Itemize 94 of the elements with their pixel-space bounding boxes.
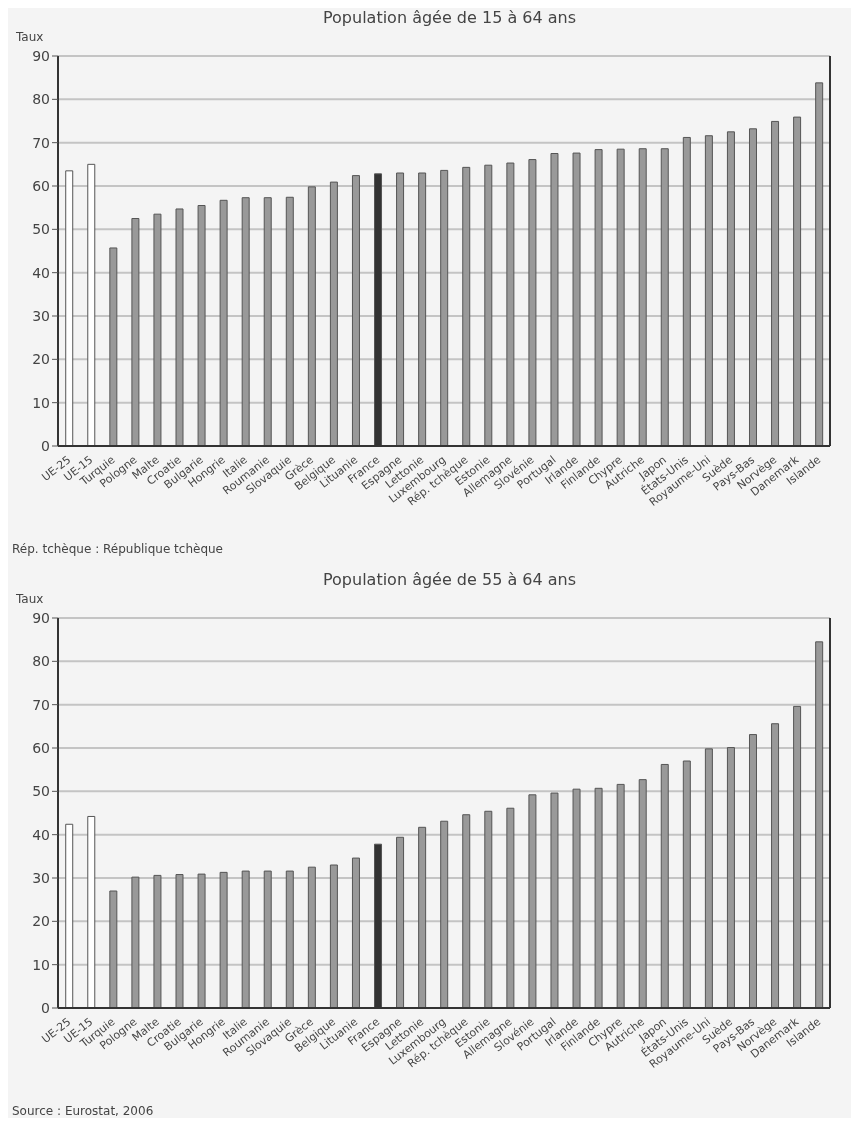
bar [748, 128, 757, 446]
bar [418, 172, 427, 446]
bar [748, 734, 757, 1008]
source-note: Source : Eurostat, 2006 [11, 1104, 155, 1118]
chart-title: Population âgée de 15 à 64 ans [322, 8, 577, 29]
bar [307, 866, 316, 1008]
bar [484, 810, 493, 1008]
y-tick-label: 90 [32, 47, 50, 64]
bar [793, 705, 802, 1008]
bar [506, 162, 515, 446]
bar [396, 836, 405, 1008]
bar [153, 874, 162, 1008]
y-tick-label: 50 [32, 221, 50, 238]
y-tick-label: 70 [32, 134, 50, 151]
text: Rép. tchèque : République tchèque [11, 542, 224, 556]
bar [815, 82, 824, 446]
y-tick-label: 0 [41, 999, 50, 1016]
bar [660, 148, 669, 446]
bar [528, 794, 537, 1008]
bar [528, 159, 537, 446]
bar [638, 779, 647, 1008]
bar [65, 823, 74, 1008]
y-tick-label: 0 [41, 437, 50, 454]
y-tick-label: 90 [32, 609, 50, 626]
bar [241, 870, 250, 1008]
bar [440, 820, 449, 1008]
y-tick-label: 80 [32, 91, 50, 108]
bar [682, 760, 691, 1008]
y-tick-label: 60 [32, 177, 50, 194]
bar [726, 747, 735, 1008]
bar [219, 199, 228, 446]
bar [153, 213, 162, 446]
y-tick-label: 60 [32, 739, 50, 756]
y-tick-label: 10 [32, 956, 50, 973]
bar [616, 783, 625, 1008]
bar [329, 864, 338, 1008]
bar [771, 120, 780, 446]
bar [351, 857, 360, 1008]
y-tick-label: 50 [32, 783, 50, 800]
bar [329, 181, 338, 446]
bar [241, 197, 250, 446]
bar [197, 205, 206, 446]
y-axis-title: Taux [15, 592, 45, 608]
y-tick-label: 70 [32, 696, 50, 713]
bar [87, 815, 96, 1008]
bar [109, 247, 118, 446]
bar [131, 876, 140, 1008]
y-tick-label: 40 [32, 264, 50, 281]
bar [550, 792, 559, 1008]
bar [175, 208, 184, 446]
bar [418, 826, 427, 1008]
bar [704, 748, 713, 1008]
y-tick-label: 10 [32, 394, 50, 411]
bar [396, 172, 405, 446]
bar [726, 131, 735, 446]
bar [616, 148, 625, 446]
bar [771, 723, 780, 1008]
bar [594, 149, 603, 446]
bar [197, 873, 206, 1008]
bar [263, 870, 272, 1008]
bar [484, 164, 493, 446]
bar [87, 163, 96, 446]
bar [285, 196, 294, 446]
bar [351, 175, 360, 446]
bar [704, 135, 713, 446]
bar [815, 641, 824, 1008]
bar [285, 870, 294, 1008]
bar [219, 871, 228, 1008]
bar [307, 186, 316, 446]
bar [440, 169, 449, 446]
bar [462, 166, 471, 446]
bar [175, 874, 184, 1008]
bar [462, 814, 471, 1008]
bar [109, 890, 118, 1008]
y-tick-label: 30 [32, 869, 50, 886]
y-tick-label: 40 [32, 826, 50, 843]
y-tick-label: 20 [32, 351, 50, 368]
chart-title: Population âgée de 55 à 64 ans [322, 570, 577, 591]
bar [65, 170, 74, 446]
y-axis-title: Taux [15, 30, 45, 46]
y-tick-label: 30 [32, 307, 50, 324]
bar [793, 116, 802, 446]
bar [638, 148, 647, 446]
bar [660, 763, 669, 1008]
bar [550, 153, 559, 446]
bar [506, 807, 515, 1008]
bar [572, 788, 581, 1008]
bar [572, 152, 581, 446]
bar [263, 197, 272, 446]
bar [682, 136, 691, 446]
y-tick-label: 80 [32, 653, 50, 670]
bar [131, 218, 140, 446]
bar [594, 787, 603, 1008]
y-tick-label: 20 [32, 913, 50, 930]
